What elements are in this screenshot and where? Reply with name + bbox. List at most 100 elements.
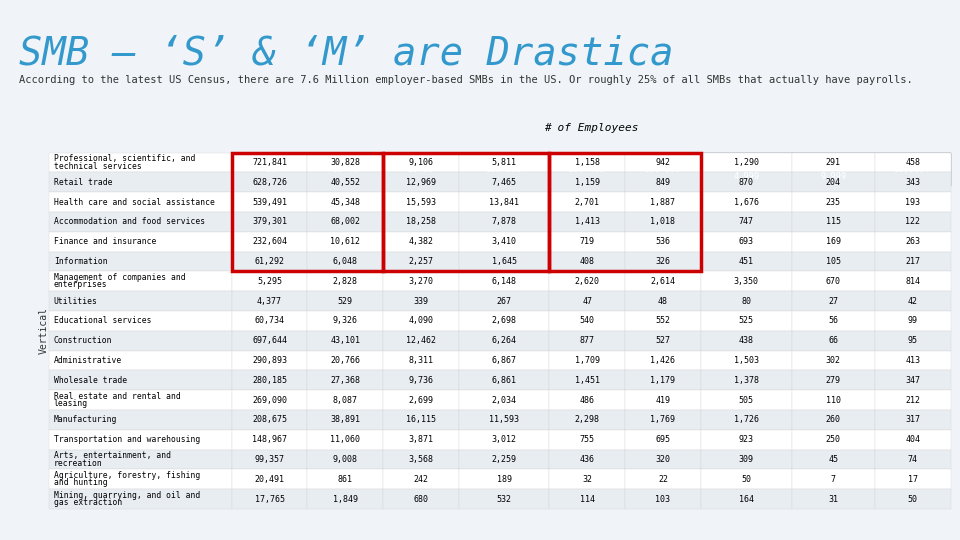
Text: and hunting: and hunting [54,478,108,488]
Bar [549,489,625,509]
Bar [49,469,231,489]
Bar [307,172,383,192]
Bar [49,152,231,186]
Text: 347: 347 [905,376,921,385]
Bar [383,212,459,232]
Bar [459,311,549,331]
Bar [459,430,549,450]
Bar [459,272,549,291]
Text: 164: 164 [738,495,754,504]
Bar [549,172,625,192]
Bar [875,370,950,390]
Text: 50: 50 [741,475,752,484]
Bar [625,370,701,390]
Text: 721,841: 721,841 [252,158,287,167]
Text: 48: 48 [658,296,668,306]
Bar [231,311,307,331]
Bar [792,311,875,331]
Bar [231,291,307,311]
Bar [875,152,950,186]
Bar [231,350,307,370]
Bar [549,350,625,370]
Text: 12,462: 12,462 [406,336,436,345]
Bar [307,430,383,450]
Text: 8,311: 8,311 [408,356,433,365]
Text: 436: 436 [580,455,595,464]
Bar [459,172,549,192]
Text: 6,861: 6,861 [492,376,516,385]
Text: 4,999: 4,999 [733,172,759,181]
Bar [49,212,231,232]
Bar [383,252,459,272]
Bar [701,331,792,350]
Text: 43,101: 43,101 [330,336,360,345]
Text: 32: 32 [583,475,592,484]
Bar [459,489,549,509]
Text: 267: 267 [496,296,512,306]
Bar [792,390,875,410]
Text: 99: 99 [908,316,918,326]
Bar [701,450,792,469]
Text: 42: 42 [908,296,918,306]
Text: 45,348: 45,348 [330,198,360,207]
Bar [549,450,625,469]
Text: Utilities: Utilities [54,296,98,306]
Bar [875,350,950,370]
Bar [231,450,307,469]
Bar [792,152,875,172]
Text: 300-499: 300-499 [569,165,606,174]
Text: 290,893: 290,893 [252,356,287,365]
Text: 16,115: 16,115 [406,415,436,424]
Text: 269,090: 269,090 [252,396,287,404]
Text: 17,765: 17,765 [254,495,284,504]
Text: 45: 45 [828,455,838,464]
Text: enterprises: enterprises [54,280,108,289]
Text: 693: 693 [738,237,754,246]
Bar [875,212,950,232]
Bar [459,370,549,390]
Text: 539,491: 539,491 [252,198,287,207]
Bar [231,390,307,410]
Bar [307,272,383,291]
Bar [549,152,625,186]
Bar [307,331,383,350]
Bar [307,192,383,212]
Text: 2,298: 2,298 [575,415,600,424]
Bar [231,192,307,212]
Text: 31: 31 [828,495,838,504]
Text: 103: 103 [656,495,670,504]
Bar [231,152,307,172]
Bar [459,410,549,430]
Bar [701,410,792,430]
Bar [625,390,701,410]
Bar [792,212,875,232]
Bar [307,370,383,390]
Text: <20: <20 [262,165,277,174]
Bar [875,252,950,272]
Bar [792,152,875,186]
Text: 260: 260 [826,415,841,424]
Text: 20,491: 20,491 [254,475,284,484]
Bar [549,272,625,291]
Text: 3,270: 3,270 [408,277,433,286]
Text: 30,828: 30,828 [330,158,360,167]
Bar [625,272,701,291]
Text: 204: 204 [826,178,841,187]
Text: 6,148: 6,148 [492,277,516,286]
Text: Retail trade: Retail trade [54,178,112,187]
Bar [383,489,459,509]
Text: 1,290: 1,290 [733,158,758,167]
Text: 279: 279 [826,376,841,385]
Text: 2,034: 2,034 [492,396,516,404]
Bar [383,232,459,252]
Bar [701,252,792,272]
Bar [701,272,792,291]
Bar [875,390,950,410]
Text: 1,726: 1,726 [733,415,758,424]
Text: 4,090: 4,090 [408,316,433,326]
Bar [701,370,792,390]
Bar [459,450,549,469]
Bar [49,430,231,450]
Text: 61,292: 61,292 [254,257,284,266]
Bar [459,390,549,410]
